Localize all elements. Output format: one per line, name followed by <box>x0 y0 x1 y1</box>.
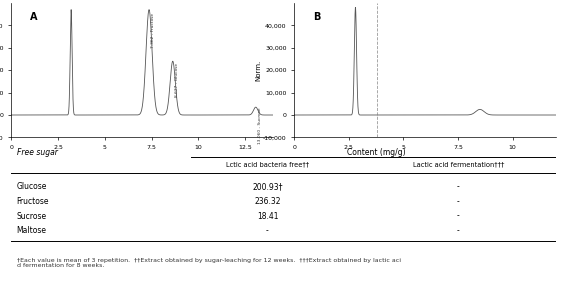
Text: Fructose: Fructose <box>17 197 49 206</box>
Text: -: - <box>457 182 460 191</box>
Text: -: - <box>457 226 460 235</box>
Text: 18.41: 18.41 <box>257 211 278 220</box>
Text: Maltose: Maltose <box>17 226 47 235</box>
Text: A: A <box>30 12 37 22</box>
Text: 7.362 - Fructose: 7.362 - Fructose <box>151 13 155 48</box>
Text: -: - <box>457 197 460 206</box>
Text: 8.627 - Glucose: 8.627 - Glucose <box>175 63 179 97</box>
Text: Free sugar: Free sugar <box>17 148 57 157</box>
Text: Glucose: Glucose <box>17 182 47 191</box>
Text: -: - <box>457 211 460 220</box>
Text: †Each value is mean of 3 repetition.  ††Extract obtained by sugar-leaching for 1: †Each value is mean of 3 repetition. ††E… <box>17 258 401 269</box>
Text: B: B <box>312 12 320 22</box>
Text: Lctic acid bacteria free††: Lctic acid bacteria free†† <box>226 161 309 167</box>
Text: 13.060 - Sucrose: 13.060 - Sucrose <box>258 107 262 144</box>
Text: Content (mg/g): Content (mg/g) <box>347 148 406 157</box>
Text: -: - <box>266 226 269 235</box>
Text: 200.93†: 200.93† <box>252 182 283 191</box>
Text: Sucrose: Sucrose <box>17 211 47 220</box>
Text: 236.32: 236.32 <box>254 197 280 206</box>
Text: Lactic acid fermentation†††: Lactic acid fermentation††† <box>413 161 504 167</box>
Y-axis label: Norm.: Norm. <box>256 59 262 81</box>
